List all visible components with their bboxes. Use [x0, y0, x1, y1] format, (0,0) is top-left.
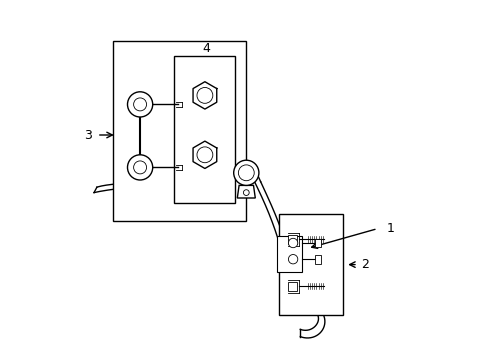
Text: 4: 4 [203, 42, 210, 55]
Circle shape [238, 165, 254, 181]
Circle shape [133, 98, 146, 111]
Circle shape [243, 190, 249, 195]
Polygon shape [237, 185, 255, 198]
Bar [276, 236, 302, 272]
Bar [287, 235, 296, 244]
Bar [174, 56, 235, 203]
Bar [287, 282, 296, 291]
Circle shape [288, 238, 297, 248]
Circle shape [233, 160, 258, 185]
Circle shape [197, 147, 212, 163]
Circle shape [127, 155, 152, 180]
Text: 2: 2 [361, 258, 368, 271]
Circle shape [288, 255, 297, 264]
Bar [314, 239, 321, 247]
Bar [278, 214, 343, 315]
Text: 1: 1 [386, 222, 394, 235]
Text: 3: 3 [83, 129, 91, 141]
Circle shape [133, 161, 146, 174]
Circle shape [127, 92, 152, 117]
Bar [113, 41, 246, 221]
Circle shape [197, 87, 212, 103]
Bar [314, 255, 321, 264]
